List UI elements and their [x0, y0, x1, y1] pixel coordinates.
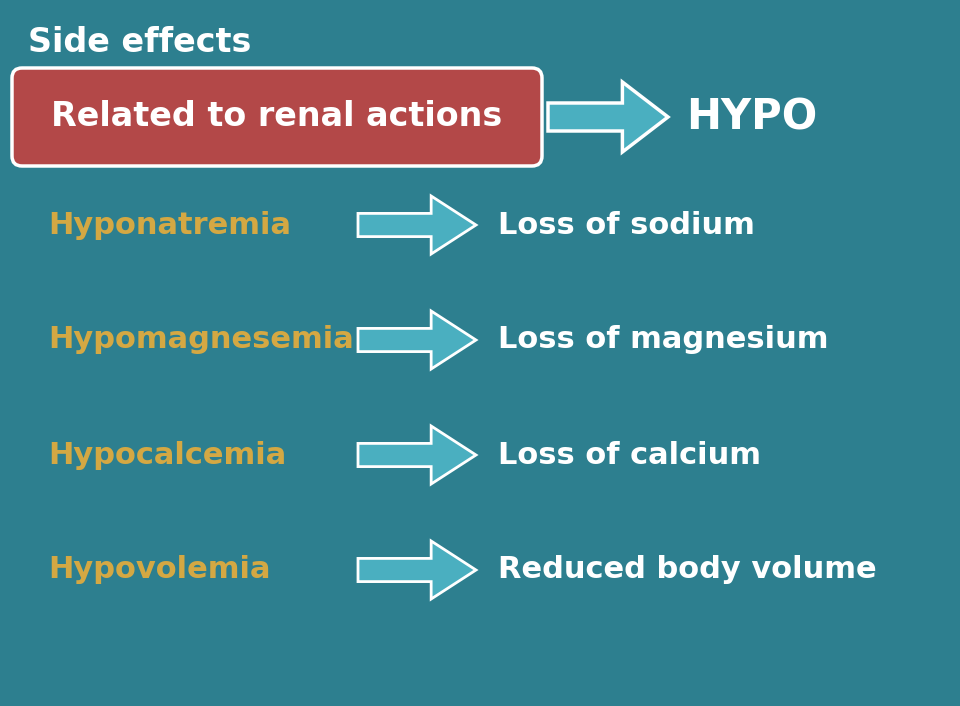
Polygon shape	[358, 311, 476, 369]
Polygon shape	[358, 541, 476, 599]
Text: Hypocalcemia: Hypocalcemia	[48, 441, 286, 469]
FancyBboxPatch shape	[12, 68, 542, 166]
Text: Hypomagnesemia: Hypomagnesemia	[48, 325, 353, 354]
Polygon shape	[358, 426, 476, 484]
Polygon shape	[358, 196, 476, 254]
Polygon shape	[548, 82, 668, 152]
Text: Loss of sodium: Loss of sodium	[498, 210, 755, 239]
Text: HYPO: HYPO	[686, 96, 817, 138]
Text: Related to renal actions: Related to renal actions	[52, 100, 503, 133]
Text: Loss of calcium: Loss of calcium	[498, 441, 761, 469]
Text: Hyponatremia: Hyponatremia	[48, 210, 291, 239]
Text: Reduced body volume: Reduced body volume	[498, 556, 876, 585]
Text: Loss of magnesium: Loss of magnesium	[498, 325, 828, 354]
Text: Hypovolemia: Hypovolemia	[48, 556, 271, 585]
Text: Side effects: Side effects	[28, 25, 252, 59]
